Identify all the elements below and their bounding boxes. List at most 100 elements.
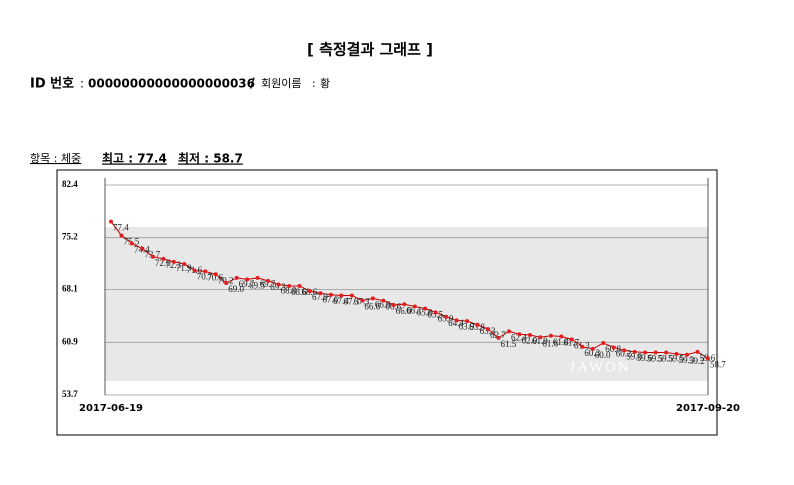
value-label: 73.7 (144, 250, 160, 260)
point (465, 319, 470, 324)
value-label: 63.8 (469, 322, 485, 332)
value-label: 67.3 (343, 297, 359, 307)
y-tick-label: 60.9 (62, 336, 78, 346)
point (517, 332, 522, 337)
point (119, 233, 124, 238)
value-label: 59.2 (689, 356, 705, 366)
id-sep: : (80, 77, 84, 91)
point (245, 277, 250, 282)
point (611, 345, 616, 350)
member-label: 회원이름 (261, 77, 301, 90)
point (601, 341, 606, 346)
point (182, 262, 187, 267)
value-label: 66.0 (396, 306, 412, 316)
value-label: 61.6 (542, 338, 558, 348)
point (412, 304, 417, 309)
value-label: 71.9 (176, 263, 192, 273)
y-tick-label: 75.2 (62, 232, 78, 242)
point (276, 282, 281, 287)
point (674, 352, 679, 357)
value-label: 68.8 (281, 286, 297, 296)
point (140, 246, 145, 251)
point (538, 335, 543, 340)
value-label: 66.9 (375, 299, 391, 309)
value-label: 69.7 (260, 279, 276, 289)
value-label: 68.6 (291, 287, 307, 297)
value-label: 70.2 (218, 275, 234, 285)
point (433, 310, 438, 315)
point (496, 335, 501, 340)
title: [ 측정결과 그래프 ] (307, 41, 433, 59)
point (486, 327, 491, 332)
point (548, 333, 553, 338)
value-label: 69.0 (228, 284, 244, 294)
value-label: 75.5 (123, 237, 139, 247)
value-label: 66.1 (406, 305, 422, 315)
value-label: 70.6 (207, 272, 223, 282)
point (402, 302, 407, 307)
value-label: 61.9 (532, 336, 548, 346)
y-tick-label: 82.4 (62, 179, 78, 189)
point (695, 349, 700, 354)
point (590, 346, 595, 351)
value-label: 67.9 (312, 292, 328, 302)
value-label: 60.2 (616, 349, 632, 359)
point (423, 306, 428, 311)
point (653, 350, 658, 355)
value-label: 62.7 (490, 330, 506, 340)
value-label: 77.4 (113, 223, 129, 233)
member-sep: : (312, 77, 316, 90)
point (255, 275, 260, 280)
value-label: 63.9 (459, 321, 475, 331)
y-tick-label: 68.1 (62, 284, 78, 294)
value-label: 62.0 (521, 335, 537, 345)
value-label: 66.6 (364, 302, 380, 312)
value-label: 60.3 (584, 348, 600, 358)
point (339, 293, 344, 298)
line (110, 221, 709, 359)
member-name: 황 (320, 77, 330, 90)
point (349, 293, 354, 298)
x-tick-label: 2017-06-19 (79, 403, 143, 414)
value-label: 59.3 (679, 355, 695, 365)
point (580, 344, 585, 349)
point (171, 259, 176, 264)
point (391, 303, 396, 307)
point (150, 254, 155, 259)
value-label: 69.3 (270, 282, 286, 292)
point (109, 219, 113, 224)
point (360, 298, 365, 303)
point (224, 281, 229, 286)
point (381, 298, 386, 303)
value-label: 69.7 (239, 279, 255, 289)
x-tick-label: 2017-09-20 (676, 403, 740, 414)
value-label: 59.8 (626, 351, 642, 361)
point (444, 314, 449, 319)
value-label: 69.5 (249, 280, 265, 290)
slash: / (250, 77, 255, 92)
value-label: 72.3 (165, 260, 181, 270)
point (559, 334, 564, 339)
point (297, 283, 302, 288)
value-label: 60.0 (595, 350, 611, 360)
point (370, 296, 375, 301)
value-label: 67.6 (322, 294, 338, 304)
value-label: 65.5 (427, 310, 443, 320)
value-label: 61.7 (563, 338, 579, 348)
value-label: 65.8 (417, 308, 433, 318)
point (569, 337, 574, 342)
point (527, 333, 532, 337)
point (213, 272, 218, 277)
plot: JAWON 53.7 60.9 68.1 75.2 82.4 2017-06-19 2017-… (62, 178, 740, 414)
value-label: 72.6 (155, 258, 171, 268)
point (706, 356, 710, 361)
point (318, 291, 323, 296)
point (266, 278, 271, 283)
point (507, 329, 511, 334)
point (454, 318, 459, 323)
point (643, 350, 648, 355)
point (475, 322, 480, 327)
id-value: 00000000000000000036 (88, 77, 255, 91)
